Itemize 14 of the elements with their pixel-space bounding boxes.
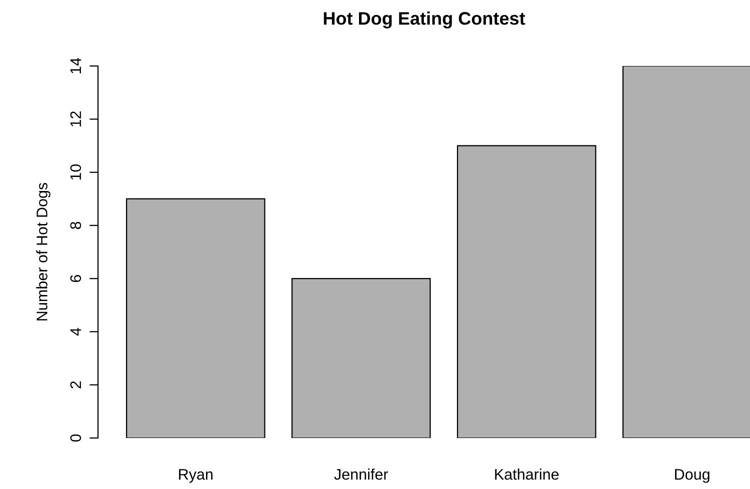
y-tick-label: 4 <box>70 328 81 336</box>
x-tick-label: Ryan <box>179 469 212 483</box>
y-tick-label: 14 <box>70 58 81 74</box>
y-tick-label: 8 <box>70 222 82 230</box>
chart-title: Hot Dog Eating Contest <box>324 12 526 28</box>
y-tick-label: 2 <box>70 381 81 388</box>
y-tick-label: 10 <box>70 164 82 180</box>
y-tick-label: 12 <box>70 111 81 126</box>
y-tick-label: 6 <box>70 274 82 282</box>
y-axis-title: Number of Hot Dogs <box>36 182 50 320</box>
y-tick-label: 0 <box>70 434 82 442</box>
x-tick-label: Katharine <box>495 468 559 480</box>
x-tick-label: Doug <box>675 469 710 483</box>
x-tick-label: Jennifer <box>334 468 388 480</box>
